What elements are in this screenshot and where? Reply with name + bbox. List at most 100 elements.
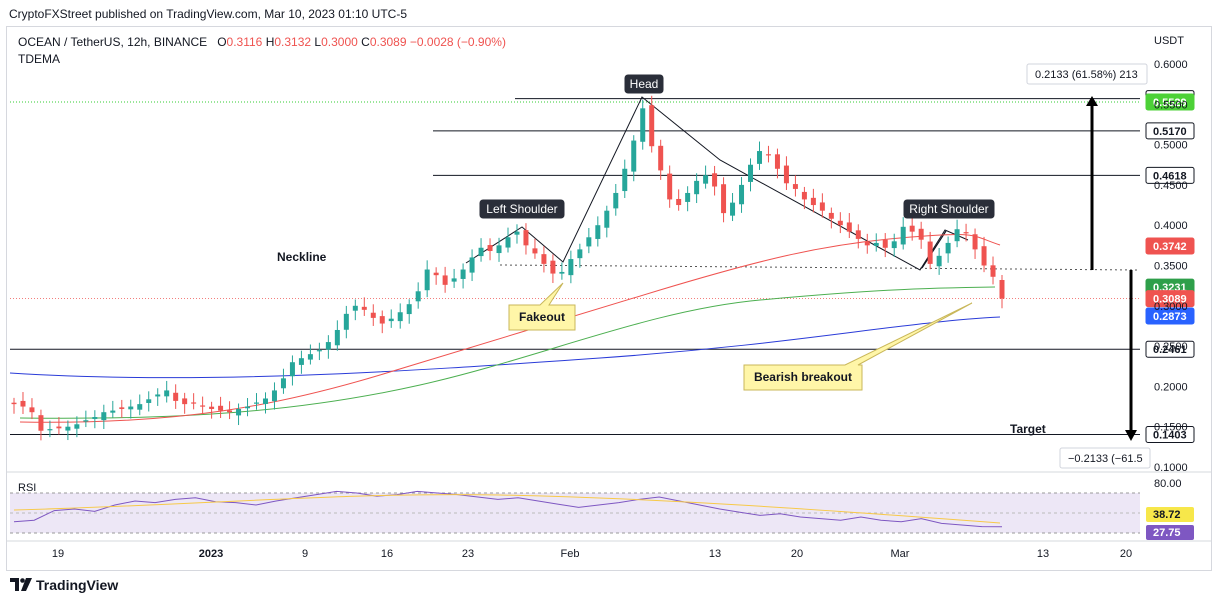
candle-body [855,230,861,239]
candle-body [388,318,394,322]
candle-body [29,407,35,413]
candle-body [191,402,197,404]
target-label: Target [1010,422,1046,436]
candle-body [514,231,520,235]
candle-body [361,306,367,310]
candle-body [954,229,960,242]
change-value: −0.0028 (−0.90%) [409,35,506,49]
price-label-value: 0.3742 [1153,241,1187,253]
indicator-legend[interactable]: TDEMA [18,52,60,66]
low-value: 0.3000 [321,35,358,49]
high-label: H [265,35,275,49]
right-shoulder-leg [921,230,947,269]
measure-up-box [1026,63,1148,85]
candle-body [945,242,951,254]
candle-body [56,426,62,429]
candle-body [200,405,206,407]
candle-body [451,278,457,282]
candle-body [622,168,628,192]
candle-body [801,191,807,200]
candle-body [182,398,188,405]
candle-body [137,404,143,410]
price-label-value: 0.2461 [1153,344,1187,356]
candle-body [343,313,349,330]
tradingview-brand[interactable]: TradingView [10,577,118,593]
head-shoulders-pattern-line [465,96,969,271]
candle-body [307,354,313,360]
candle-body [433,272,439,276]
candle-body [110,410,116,413]
bearish-breakout-callout [743,302,973,391]
price-label-value: 0.5529 [1153,97,1187,109]
candle-body [774,154,780,169]
rsi-line [13,490,1003,528]
candle-body [792,184,798,189]
candle-body [873,242,879,246]
candle-body [909,225,915,232]
x-tick-label: 13 [709,548,721,560]
candle-body [810,197,816,206]
ema-blue-line [9,316,1001,379]
candle-body [415,291,421,302]
y-tick-label: 0.3500 [1154,261,1188,273]
candle-body [92,417,98,419]
fakeout-text: Fakeout [519,310,565,324]
open-value: 0.3116 [226,35,263,49]
symbol-legend[interactable]: OCEAN / TetherUS, 12h, BINANCE O0.3116 H… [18,35,506,49]
candle-body [568,259,574,276]
price-label-value: 0.5170 [1153,126,1187,138]
rsi-value-box [1146,525,1194,540]
candle-body [667,173,673,200]
rsi-ma-value: 38.72 [1153,509,1181,521]
candle-body [155,394,161,397]
candle-body [460,269,466,279]
x-tick-label: 16 [381,548,393,560]
y-tick-label: 0.2000 [1154,381,1188,393]
candle-body [334,329,340,346]
ema-green-line [19,286,996,419]
candle-body [119,407,125,409]
right-shoulder-label-text: Right Shoulder [909,202,988,216]
y-tick-label: 0.6000 [1154,59,1188,71]
y-tick-label: 0.3000 [1154,301,1188,313]
candle-body [981,246,987,266]
measure-down-box [1059,447,1151,469]
neckline-dotted-line [499,264,1141,271]
candle-body [900,226,906,245]
candle-body [128,406,134,410]
candle-body [245,406,251,409]
bearish-breakout-text: Bearish breakout [754,370,852,384]
candle-body [613,192,619,209]
head-label-box [624,74,664,94]
price-label-box [1145,166,1195,184]
candle-body [38,415,44,431]
candle-body [864,241,870,246]
candle-body [20,400,26,407]
candle-body [739,184,745,205]
y-tick-label: 0.1500 [1154,422,1188,434]
candle-body [379,316,385,324]
candle-body [532,248,538,254]
price-label-box [1145,237,1195,255]
price-label-box [1145,340,1195,358]
left-shoulder-label-text: Left Shoulder [486,202,557,216]
candle-body [289,362,295,377]
candle-body [748,164,754,182]
candle-body [442,275,448,285]
symbol-name[interactable]: OCEAN / TetherUS, 12h, BINANCE [18,35,208,49]
candle-body [685,192,691,202]
candle-body [640,108,646,142]
candle-body [227,410,233,413]
rsi-tick-label: 80.00 [1154,478,1182,490]
candle-body [703,175,709,184]
candle-body [828,212,834,219]
rsi-label: RSI [18,482,36,494]
measure-up-text: 0.2133 (61.58%) 213 [1035,69,1138,81]
candle-body [972,234,978,250]
y-tick-label: 0.1000 [1154,462,1188,474]
candle-body [846,222,852,232]
candle-body [550,260,556,274]
candle-body [11,402,17,405]
candle-body [83,420,89,422]
